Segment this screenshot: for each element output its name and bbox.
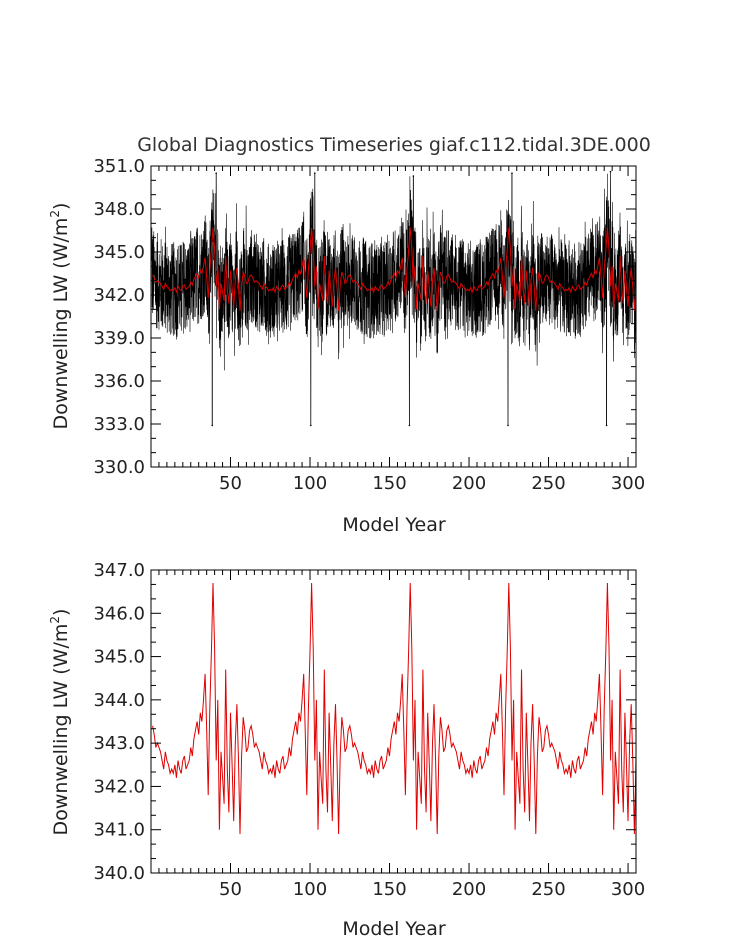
- x-tick-label: 150: [372, 473, 406, 494]
- spike-point: [609, 170, 612, 173]
- spike-point: [511, 172, 513, 174]
- x-tick-label: 250: [531, 473, 565, 494]
- y-tick-label: 343.0: [93, 733, 145, 754]
- y-tick-label: 330.0: [93, 457, 145, 478]
- y-tick-label: 351.0: [93, 156, 145, 177]
- x-tick-label: 50: [219, 473, 242, 494]
- top-ticks: 50 100 150 200 250 300 330.0 333.0 336.0 339.0 342…: [93, 156, 645, 494]
- top-x-axis-label: Model Year: [342, 514, 446, 536]
- x-tick-label: 200: [452, 879, 486, 900]
- y-tick-label: 345.0: [93, 242, 145, 263]
- bottom-data-layer: [152, 582, 637, 835]
- y-tick-label: 344.0: [93, 690, 145, 711]
- x-tick-label: 300: [611, 879, 645, 900]
- spike-point: [211, 424, 214, 427]
- spike-point: [605, 424, 608, 427]
- spike-point: [507, 424, 509, 427]
- y-tick-label: 345.0: [93, 647, 145, 668]
- spike-point: [310, 424, 312, 427]
- top-plot-frame: [150, 165, 637, 468]
- annual-series-line: [152, 227, 637, 311]
- x-tick-label: 50: [219, 879, 242, 900]
- y-tick-label: 346.0: [93, 603, 145, 624]
- figure-title: Global Diagnostics Timeseries giaf.c112.…: [137, 134, 651, 156]
- x-tick-label: 150: [372, 879, 406, 900]
- top-data-layer: [151, 170, 637, 427]
- y-tick-label: 341.0: [93, 820, 145, 841]
- top-panel: 50 100 150 200 250 300 330.0 333.0 336.0 339.0 342…: [48, 156, 645, 536]
- x-tick-label: 100: [293, 879, 327, 900]
- y-tick-label: 340.0: [93, 863, 145, 884]
- x-tick-label: 200: [452, 473, 486, 494]
- spike-point: [313, 172, 316, 174]
- y-tick-label: 342.0: [93, 776, 145, 797]
- y-tick-label: 339.0: [93, 328, 145, 349]
- annual-series-line: [152, 582, 637, 835]
- y-tick-label: 347.0: [93, 560, 145, 581]
- bottom-y-axis-label: Downwelling LW (W/m2): [48, 609, 72, 836]
- monthly-series-line: [151, 171, 637, 426]
- spike-point: [412, 175, 415, 177]
- top-y-axis-label: Downwelling LW (W/m2): [48, 203, 72, 430]
- x-tick-label: 100: [293, 473, 327, 494]
- y-tick-label: 348.0: [93, 199, 145, 220]
- bottom-x-axis-label: Model Year: [342, 918, 446, 940]
- spike-point: [215, 172, 217, 174]
- x-tick-label: 300: [611, 473, 645, 494]
- y-tick-label: 336.0: [93, 371, 145, 392]
- spike-point: [408, 424, 411, 427]
- bottom-plot-frame: [150, 569, 637, 874]
- bottom-panel: 50 100 150 200 250 300 340.0 341.0 342.0 343.0 344…: [48, 560, 645, 940]
- y-tick-label: 333.0: [93, 414, 145, 435]
- x-tick-label: 250: [531, 879, 565, 900]
- y-tick-label: 342.0: [93, 285, 145, 306]
- bottom-ticks: 50 100 150 200 250 300 340.0 341.0 342.0 343.0 344…: [93, 560, 645, 900]
